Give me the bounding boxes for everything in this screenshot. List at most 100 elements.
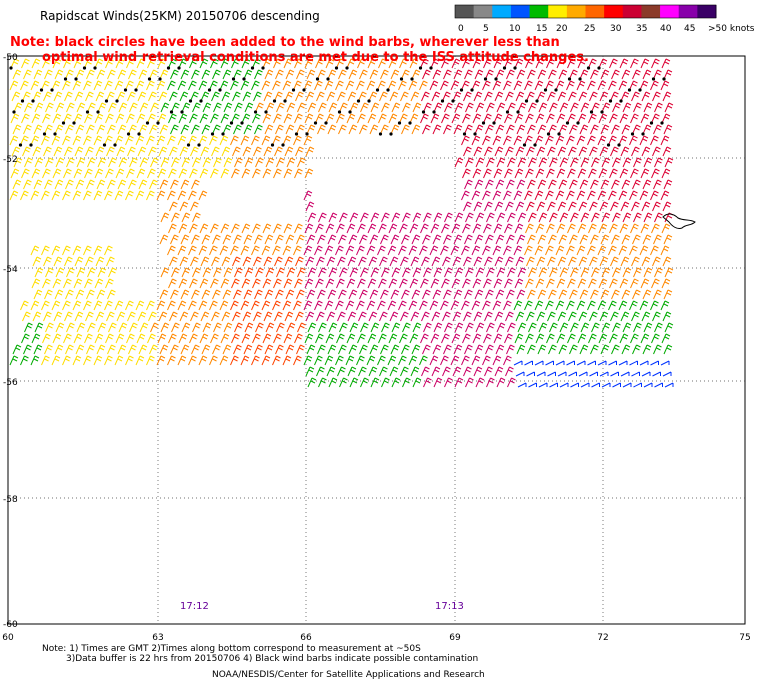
contamination-dot bbox=[291, 88, 296, 92]
wind-barb bbox=[390, 124, 400, 135]
wind-barb bbox=[618, 80, 628, 91]
wind-barb bbox=[545, 135, 554, 146]
wind-barb bbox=[472, 168, 482, 179]
wind-barb bbox=[31, 278, 41, 289]
wind-barb bbox=[506, 124, 515, 135]
wind-barb bbox=[461, 245, 470, 256]
wind-barb bbox=[535, 58, 545, 69]
wind-barb bbox=[220, 278, 230, 289]
wind-barb bbox=[202, 157, 212, 168]
contamination-dot bbox=[197, 143, 201, 147]
wind-barb bbox=[495, 289, 505, 300]
wind-barb bbox=[158, 311, 168, 322]
wind-barb bbox=[370, 212, 380, 223]
wind-barb bbox=[168, 168, 177, 179]
wind-barb bbox=[156, 190, 166, 201]
wind-barb bbox=[156, 135, 166, 146]
wind-barb bbox=[31, 58, 41, 69]
contamination-dot bbox=[524, 99, 529, 103]
wind-barb bbox=[84, 58, 93, 69]
wind-barb bbox=[411, 234, 421, 245]
wind-barb bbox=[538, 322, 548, 333]
wind-barb bbox=[168, 113, 177, 124]
wind-barb bbox=[651, 113, 660, 124]
wind-barb bbox=[611, 124, 620, 135]
wind-barb bbox=[506, 289, 515, 300]
wind-barb bbox=[135, 135, 145, 146]
wind-barb bbox=[381, 377, 390, 388]
wind-barb bbox=[107, 69, 116, 80]
wind-barb bbox=[200, 311, 210, 322]
wind-barb bbox=[167, 80, 176, 91]
contamination-dot bbox=[662, 77, 666, 81]
wind-barb bbox=[305, 366, 315, 377]
wind-barb bbox=[190, 91, 199, 102]
wind-barb bbox=[643, 212, 653, 223]
wind-barb bbox=[95, 91, 105, 102]
wind-barb bbox=[295, 146, 304, 157]
wind-barb bbox=[471, 245, 481, 256]
wind-barb bbox=[282, 300, 292, 311]
wind-barb bbox=[337, 91, 346, 102]
wind-barb bbox=[492, 355, 502, 366]
wind-barb bbox=[432, 69, 442, 80]
wind-barb bbox=[230, 355, 239, 366]
wind-barb bbox=[587, 245, 596, 256]
wind-barb bbox=[475, 102, 485, 113]
wind-barb bbox=[483, 278, 492, 289]
wind-barb bbox=[296, 124, 305, 135]
wind-barb bbox=[150, 102, 159, 113]
wind-barb bbox=[524, 245, 533, 256]
wind-barb bbox=[660, 300, 670, 311]
wind-barb bbox=[503, 300, 512, 311]
wind-barb bbox=[608, 135, 617, 146]
colorbar-label: 0 bbox=[458, 24, 464, 34]
contamination-dot bbox=[462, 132, 467, 136]
wind-barb bbox=[324, 355, 334, 366]
wind-barb bbox=[241, 223, 251, 234]
wind-barb bbox=[513, 80, 523, 91]
wind-barb bbox=[391, 267, 401, 278]
wind-barb bbox=[547, 201, 556, 212]
wind-barb bbox=[391, 102, 401, 113]
wind-barb bbox=[609, 58, 618, 69]
wind-barb bbox=[567, 168, 576, 179]
wind-barb bbox=[115, 168, 125, 179]
contamination-dot bbox=[557, 132, 561, 136]
wind-barb bbox=[443, 344, 452, 355]
wind-barb bbox=[284, 256, 294, 267]
wind-barb bbox=[97, 157, 107, 168]
wind-barb bbox=[601, 102, 611, 113]
contamination-dot bbox=[397, 121, 402, 125]
wind-barb bbox=[23, 69, 32, 80]
wind-barb bbox=[496, 322, 506, 333]
wind-barb bbox=[378, 113, 387, 124]
wind-barb bbox=[653, 179, 662, 190]
wind-barb bbox=[598, 58, 608, 69]
wind-barb bbox=[54, 69, 64, 80]
wind-barb bbox=[546, 333, 555, 344]
wind-barb bbox=[389, 256, 399, 267]
wind-barb bbox=[356, 300, 365, 311]
wind-barb bbox=[45, 267, 54, 278]
wind-barb bbox=[107, 344, 116, 355]
wind-barb bbox=[275, 124, 284, 135]
wind-barb bbox=[538, 382, 548, 388]
wind-barb bbox=[211, 311, 220, 322]
wind-barb bbox=[525, 223, 534, 234]
wind-barb bbox=[41, 355, 50, 366]
wind-barb bbox=[653, 234, 662, 245]
wind-barb bbox=[304, 113, 314, 124]
wind-barb bbox=[223, 322, 233, 333]
wind-barb bbox=[356, 80, 365, 91]
wind-barb bbox=[433, 267, 443, 278]
wind-barb bbox=[506, 234, 515, 245]
wind-barb bbox=[591, 382, 600, 388]
wind-barb bbox=[115, 58, 125, 69]
wind-barb bbox=[62, 355, 71, 366]
contamination-dot bbox=[617, 143, 621, 147]
wind-barb bbox=[545, 190, 554, 201]
contamination-dot bbox=[399, 77, 404, 81]
wind-barb bbox=[54, 344, 64, 355]
wind-barb bbox=[548, 124, 557, 135]
